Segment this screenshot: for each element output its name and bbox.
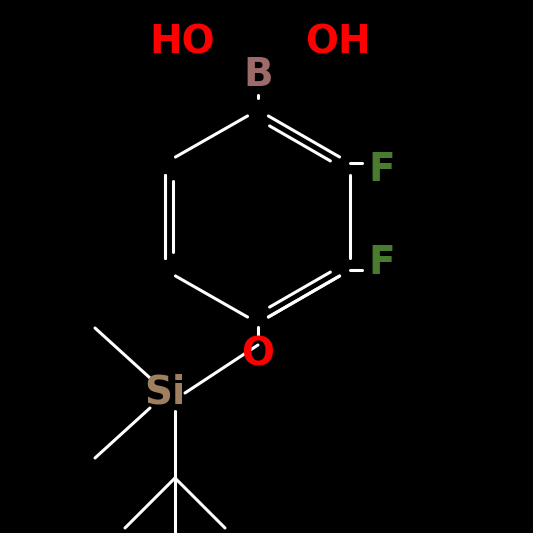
Text: OH: OH [305, 23, 370, 61]
Text: F: F [368, 244, 394, 282]
Text: HO: HO [149, 23, 215, 61]
Text: O: O [241, 336, 274, 374]
Text: F: F [368, 151, 394, 189]
Text: Si: Si [144, 374, 185, 412]
Text: B: B [243, 56, 273, 94]
